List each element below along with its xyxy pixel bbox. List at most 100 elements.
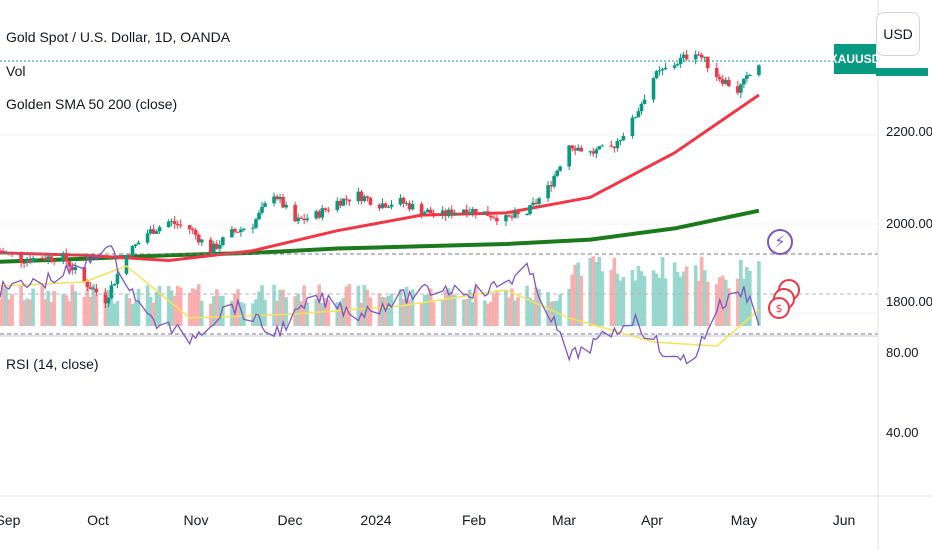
volume-bar: [212, 296, 216, 326]
volume-bar: [573, 264, 578, 326]
lightning-icon[interactable]: ⚡: [767, 229, 793, 255]
sma-label[interactable]: Golden SMA 50 200 (close): [6, 96, 178, 112]
volume-bar: [70, 284, 75, 326]
candle-body: [748, 75, 752, 77]
volume-bar: [549, 301, 553, 326]
volume-bar: [19, 284, 23, 326]
volume-bar: [230, 300, 234, 326]
volume-bar: [419, 302, 424, 326]
volume-bar: [187, 292, 192, 326]
candle-body: [169, 221, 174, 223]
candle-body: [130, 245, 135, 257]
volume-bar: [410, 289, 415, 326]
volume-bar: [43, 299, 47, 326]
volume-bar: [341, 297, 346, 326]
volume-bar: [106, 290, 111, 326]
candle-body: [299, 217, 303, 219]
volume-bar: [52, 291, 57, 326]
volume-bar: [492, 294, 496, 326]
rsi-label[interactable]: RSI (14, close): [6, 356, 99, 372]
candle-body: [257, 212, 261, 220]
symbol-title[interactable]: Gold Spot / U.S. Dollar, 1D, OANDA: [6, 29, 231, 45]
currency-button[interactable]: USD: [876, 12, 920, 56]
x-tick-label: Jun: [832, 512, 856, 528]
candle-body: [398, 197, 403, 205]
candle-body: [272, 196, 276, 204]
volume-bar: [558, 294, 562, 326]
candle-body: [699, 54, 704, 58]
volume-bar: [124, 294, 129, 326]
volume-bar: [302, 285, 306, 326]
candle-body: [19, 254, 23, 263]
volume-bar: [25, 298, 29, 326]
candle-body: [567, 145, 571, 167]
candle-body: [642, 99, 647, 104]
candle-body: [428, 209, 433, 214]
candle-body: [1, 250, 5, 253]
volume-bar: [621, 277, 626, 326]
x-tick-label: Apr: [641, 512, 663, 528]
candle-body: [88, 287, 93, 290]
volume-bar: [636, 265, 641, 326]
volume-bar: [46, 290, 50, 326]
candle-body: [431, 213, 436, 215]
candle-body: [525, 213, 529, 215]
volume-bar: [537, 288, 541, 326]
volume-bar: [720, 275, 725, 326]
volume-bar: [338, 303, 343, 326]
volume-bar: [618, 280, 623, 326]
candle-body: [236, 231, 240, 233]
dividend-coin-icon[interactable]: $: [767, 278, 801, 320]
vol-label[interactable]: Vol: [6, 63, 26, 79]
volume-bar: [440, 299, 445, 326]
candle-body: [281, 196, 285, 208]
volume-bar: [236, 289, 240, 326]
candle-body: [82, 267, 87, 282]
candle-body: [654, 71, 659, 78]
candle-body: [296, 217, 300, 222]
candle-body: [365, 196, 370, 198]
volume-bar: [377, 293, 382, 326]
volume-bar: [699, 256, 704, 326]
candle-body: [549, 185, 553, 187]
volume-bar: [317, 284, 322, 326]
candle-body: [103, 292, 108, 304]
candle-body: [43, 258, 47, 260]
candle-body: [212, 243, 216, 254]
candle-body: [486, 211, 490, 216]
candle-body: [570, 145, 575, 149]
candle-body: [70, 266, 75, 271]
candle-body: [588, 151, 593, 153]
candle-body: [757, 65, 761, 76]
candle-body: [112, 283, 117, 286]
candle-body: [380, 203, 385, 209]
volume-bar: [278, 289, 282, 326]
volume-bar: [31, 288, 35, 326]
x-tick-label: Feb: [461, 512, 487, 528]
candle-body: [106, 297, 111, 304]
candle-body: [127, 255, 132, 257]
volume-bar: [528, 297, 532, 326]
candle-body: [151, 229, 156, 234]
volume-bar: [127, 298, 132, 326]
volume-bar: [525, 285, 529, 326]
volume-bar: [251, 303, 255, 326]
candle-body: [115, 273, 120, 284]
candle-body: [597, 146, 602, 150]
candle-body: [67, 261, 72, 267]
candle-body: [621, 135, 626, 141]
candle-body: [727, 79, 731, 87]
volume-bar: [507, 297, 511, 326]
volume-bar: [657, 277, 662, 326]
candle-body: [633, 117, 638, 119]
x-tick-label: Oct: [87, 512, 109, 528]
candle-body: [630, 117, 635, 136]
volume-bar: [296, 293, 300, 326]
candle-body: [22, 262, 26, 264]
volume-bar: [133, 301, 138, 326]
candle-body: [230, 229, 234, 238]
candle-body: [359, 191, 364, 202]
volume-bar: [109, 287, 114, 326]
volume-bar: [675, 272, 680, 326]
